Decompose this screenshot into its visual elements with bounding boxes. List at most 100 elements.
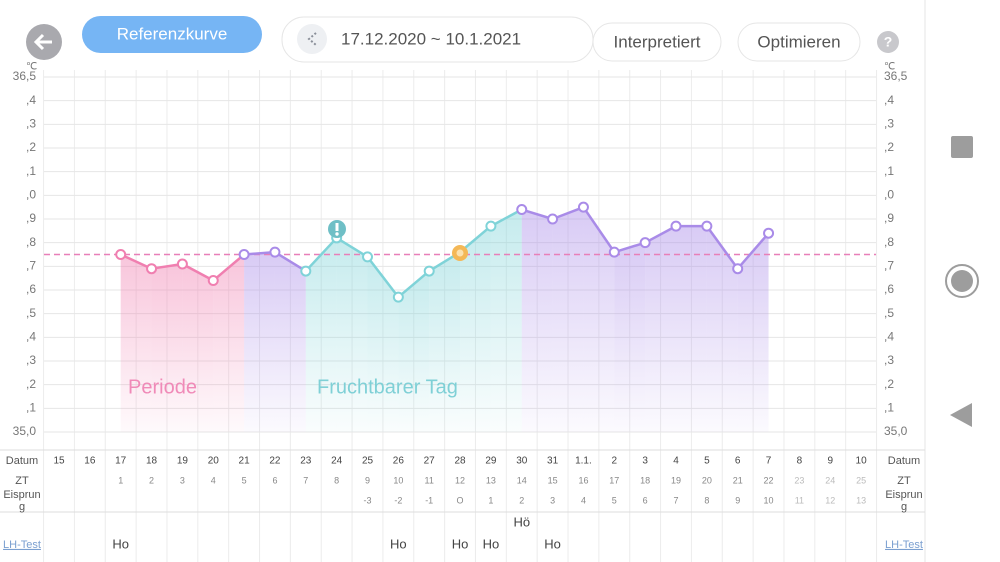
ovulation-label: -2 xyxy=(394,495,402,505)
y-tick-label-right: ,1 xyxy=(884,164,894,178)
date-label: 29 xyxy=(485,456,497,467)
y-tick-label: ,3 xyxy=(26,117,36,131)
date-label: 27 xyxy=(424,456,436,467)
row-label-right: Eisprun xyxy=(885,489,922,501)
date-icon xyxy=(297,24,327,54)
point xyxy=(423,265,435,277)
point xyxy=(207,275,219,287)
area xyxy=(305,237,337,432)
nav-back[interactable] xyxy=(950,403,972,427)
y-tick-label: ,4 xyxy=(26,93,36,107)
y-tick-label: ,8 xyxy=(26,235,36,249)
zt-label: 20 xyxy=(702,475,712,485)
reference-label: Referenzkurve xyxy=(117,24,228,43)
date-label: 1.1. xyxy=(575,456,592,467)
date-label: 28 xyxy=(454,456,466,467)
ovulation-icon-center xyxy=(456,249,464,257)
markers xyxy=(328,220,468,261)
y-tick-label-right: ,4 xyxy=(884,93,894,107)
point xyxy=(763,227,775,239)
date-label: 17 xyxy=(115,456,127,467)
interpreted-label: Interpretiert xyxy=(614,32,701,51)
area xyxy=(737,233,769,432)
area xyxy=(645,226,676,432)
line-segment xyxy=(212,253,245,282)
lh-label: Hö xyxy=(513,514,530,529)
date-label: 20 xyxy=(208,456,220,467)
nav-home[interactable] xyxy=(951,270,973,292)
unit-left: ℃ xyxy=(26,62,37,73)
date-label: 19 xyxy=(177,456,189,467)
zt-label: 21 xyxy=(733,475,743,485)
y-tick-label-right: 35,0 xyxy=(884,424,908,438)
zt-label: 19 xyxy=(671,475,681,485)
y-tick-label-right: ,7 xyxy=(884,259,894,273)
row-label: Eisprun xyxy=(3,489,40,501)
date-label: 8 xyxy=(797,456,803,467)
y-tick-label: ,0 xyxy=(26,188,36,202)
y-tick-label: 36,5 xyxy=(13,69,37,83)
date-label: 24 xyxy=(331,456,343,467)
row-label-right: LH-Test xyxy=(885,539,923,551)
lh-label: Ho xyxy=(544,536,561,551)
optimize-tab[interactable] xyxy=(737,22,861,62)
line-segment xyxy=(274,251,307,273)
area xyxy=(490,209,522,432)
y-tick-label: ,1 xyxy=(26,164,36,178)
point xyxy=(732,263,744,275)
zt-label: 18 xyxy=(640,475,650,485)
line-segment xyxy=(582,206,616,253)
zt-label: 2 xyxy=(149,475,154,485)
area xyxy=(120,254,152,432)
y-tick-label: ,3 xyxy=(26,353,36,367)
ovulation-label: 12 xyxy=(825,495,835,505)
y-tick-label: ,2 xyxy=(26,140,36,154)
y-tick-label-right: ,3 xyxy=(884,117,894,131)
zt-label: 10 xyxy=(393,475,403,485)
zt-label: 25 xyxy=(856,475,866,485)
line-segment xyxy=(120,253,153,270)
zt-label: 8 xyxy=(334,475,339,485)
fertile-label: Fruchtbarer Tag xyxy=(317,376,458,398)
ovulation-label: 6 xyxy=(643,495,648,505)
area xyxy=(182,263,214,432)
help-button[interactable] xyxy=(877,31,899,53)
row-label: Datum xyxy=(6,455,38,467)
ovulation-label: 2 xyxy=(519,495,524,505)
row-label-right: Datum xyxy=(888,455,920,467)
point xyxy=(269,246,281,258)
area xyxy=(274,252,306,432)
zt-label: 1 xyxy=(118,475,123,485)
ovulation-label: 8 xyxy=(704,495,709,505)
y-tick-label: ,4 xyxy=(26,330,36,344)
y-tick-label-right: ,6 xyxy=(884,282,894,296)
y-tick-label: 35,0 xyxy=(13,424,37,438)
zt-label: 22 xyxy=(764,475,774,485)
y-tick-label-right: ,2 xyxy=(884,140,894,154)
date-label: 4 xyxy=(673,456,679,467)
y-tick-label-right: ,2 xyxy=(884,377,894,391)
reference-button[interactable] xyxy=(82,16,262,53)
point xyxy=(300,265,312,277)
date-label: 3 xyxy=(642,456,648,467)
area xyxy=(151,263,183,432)
zt-label: 7 xyxy=(303,475,308,485)
nav-recent[interactable] xyxy=(951,136,973,158)
area xyxy=(398,271,430,432)
date-label: 25 xyxy=(362,456,374,467)
point xyxy=(392,291,404,303)
area xyxy=(244,252,275,432)
zt-label: 24 xyxy=(825,475,835,485)
y-tick-label-right: ,1 xyxy=(884,401,894,415)
point xyxy=(146,263,158,275)
area xyxy=(583,207,615,432)
interpreted-tab[interactable] xyxy=(592,22,722,62)
row-label-right: ZT xyxy=(897,475,911,487)
line-segment xyxy=(397,270,431,299)
area xyxy=(336,237,368,432)
lh-label: Ho xyxy=(452,536,469,551)
ovulation-label: -3 xyxy=(363,495,371,505)
line-segment xyxy=(552,205,584,221)
area xyxy=(460,226,491,432)
